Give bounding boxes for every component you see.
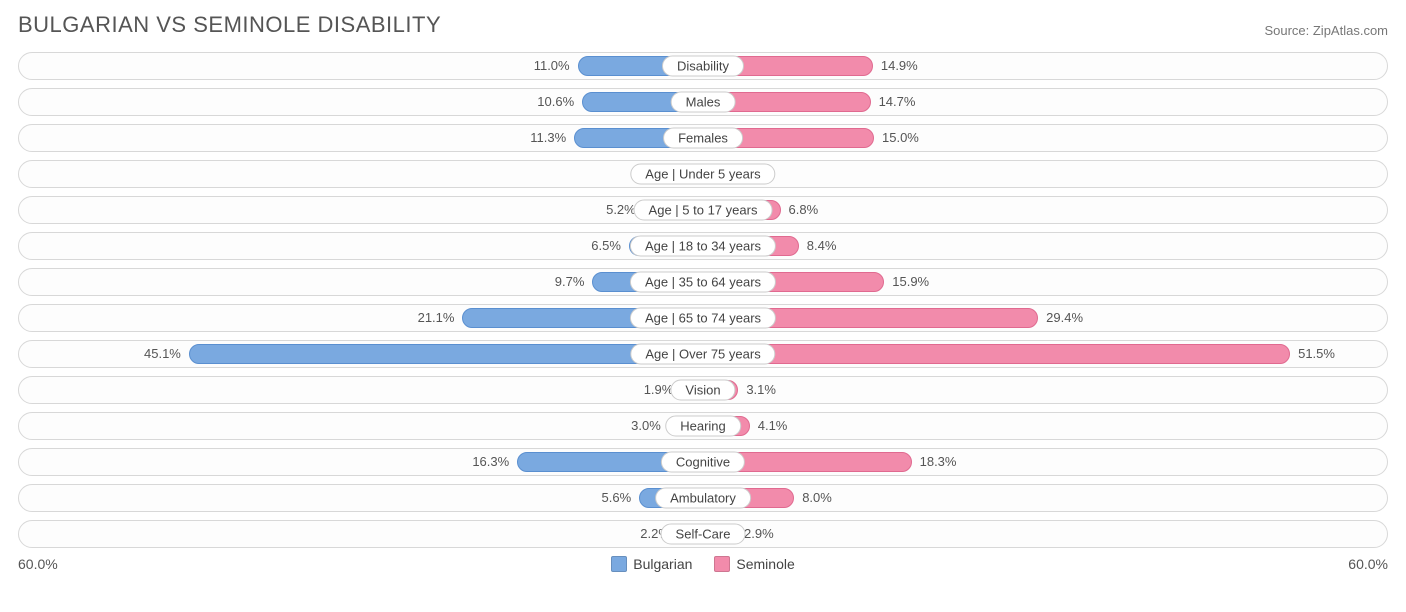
chart-row: 1.9% 3.1% Vision [18,376,1388,404]
value-seminole: 8.0% [802,485,832,511]
value-bulgarian: 3.0% [631,413,661,439]
value-bulgarian: 10.6% [537,89,574,115]
value-seminole: 6.8% [789,197,819,223]
diverging-bar-chart: 11.0% 14.9% Disability 10.6% 14.7% Males 11.3%… [18,52,1388,548]
value-seminole: 18.3% [920,449,957,475]
category-label: Age | 5 to 17 years [634,200,773,221]
chart-row: 16.3% 18.3% Cognitive [18,448,1388,476]
chart-row: 3.0% 4.1% Hearing [18,412,1388,440]
category-label: Age | 65 to 74 years [630,308,776,329]
chart-row: 9.7% 15.9% Age | 35 to 64 years [18,268,1388,296]
value-bulgarian: 21.1% [418,305,455,331]
value-bulgarian: 11.0% [534,53,570,79]
bar-bulgarian [189,344,703,364]
value-seminole: 2.9% [744,521,774,547]
value-seminole: 15.9% [892,269,929,295]
category-label: Males [671,92,736,113]
chart-header: BULGARIAN VS SEMINOLE DISABILITY Source:… [18,12,1388,38]
value-seminole: 14.7% [879,89,916,115]
category-label: Cognitive [661,452,745,473]
chart-row: 5.2% 6.8% Age | 5 to 17 years [18,196,1388,224]
category-label: Vision [670,380,735,401]
chart-title: BULGARIAN VS SEMINOLE DISABILITY [18,12,441,38]
value-seminole: 14.9% [881,53,918,79]
category-label: Age | 35 to 64 years [630,272,776,293]
value-bulgarian: 45.1% [144,341,181,367]
axis-max-left: 60.0% [18,556,58,572]
chart-row: 45.1% 51.5% Age | Over 75 years [18,340,1388,368]
chart-row: 5.6% 8.0% Ambulatory [18,484,1388,512]
chart-source: Source: ZipAtlas.com [1264,23,1388,38]
legend-label-seminole: Seminole [736,556,794,572]
chart-row: 2.2%2.9%Self-Care [18,520,1388,548]
bar-seminole [703,344,1290,364]
category-label: Age | Under 5 years [630,164,775,185]
category-label: Hearing [665,416,741,437]
chart-row: 11.0% 14.9% Disability [18,52,1388,80]
value-seminole: 8.4% [807,233,837,259]
category-label: Disability [662,56,744,77]
category-label: Self-Care [661,524,746,545]
chart-row: 1.3%1.6%Age | Under 5 years [18,160,1388,188]
value-bulgarian: 16.3% [472,449,509,475]
legend-swatch-seminole [714,556,730,572]
value-seminole: 3.1% [746,377,776,403]
value-bulgarian: 11.3% [530,125,566,151]
value-seminole: 4.1% [758,413,788,439]
value-bulgarian: 5.2% [606,197,636,223]
chart-footer: 60.0% Bulgarian Seminole 60.0% [18,556,1388,572]
legend-item-seminole: Seminole [714,556,794,572]
chart-row: 6.5% 8.4% Age | 18 to 34 years [18,232,1388,260]
legend-item-bulgarian: Bulgarian [611,556,692,572]
category-label: Females [663,128,743,149]
category-label: Age | Over 75 years [630,344,775,365]
category-label: Age | 18 to 34 years [630,236,776,257]
value-seminole: 15.0% [882,125,919,151]
chart-row: 21.1% 29.4% Age | 65 to 74 years [18,304,1388,332]
value-seminole: 29.4% [1046,305,1083,331]
value-bulgarian: 5.6% [602,485,632,511]
value-bulgarian: 9.7% [555,269,585,295]
category-label: Ambulatory [655,488,751,509]
legend: Bulgarian Seminole [58,556,1349,572]
legend-swatch-bulgarian [611,556,627,572]
legend-label-bulgarian: Bulgarian [633,556,692,572]
axis-max-right: 60.0% [1348,556,1388,572]
value-seminole: 51.5% [1298,341,1335,367]
value-bulgarian: 6.5% [591,233,621,259]
value-bulgarian: 1.9% [644,377,674,403]
chart-row: 10.6% 14.7% Males [18,88,1388,116]
chart-row: 11.3% 15.0% Females [18,124,1388,152]
